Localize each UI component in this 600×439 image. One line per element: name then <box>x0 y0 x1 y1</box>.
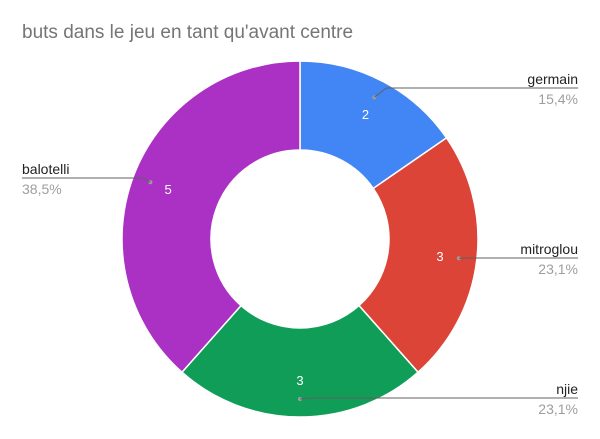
callout-line-germain <box>374 87 578 98</box>
slice-germain[interactable] <box>299 60 448 190</box>
callout-percent-balotelli: 38,5% <box>22 181 62 197</box>
callout-label-balotelli: balotelli <box>22 161 69 177</box>
callout-line-njie <box>299 397 578 400</box>
slice-value-njie: 3 <box>296 373 303 388</box>
slice-mitroglou[interactable] <box>357 136 479 374</box>
slice-njie[interactable] <box>180 304 420 418</box>
slice-value-balotelli: 5 <box>165 182 172 197</box>
slice-balotelli[interactable] <box>121 60 301 374</box>
callout-label-germain: germain <box>527 71 578 87</box>
callout-label-njie: njie <box>556 381 578 397</box>
callout-percent-germain: 15,4% <box>538 91 578 107</box>
callout-line-balotelli <box>22 177 151 183</box>
callout-percent-mitroglou: 23,1% <box>538 261 578 277</box>
chart-title: buts dans le jeu en tant qu'avant centre <box>22 22 354 43</box>
slice-value-mitroglou: 3 <box>436 249 443 264</box>
slice-value-germain: 2 <box>362 107 369 122</box>
callout-percent-njie: 23,1% <box>538 401 578 417</box>
callout-label-mitroglou: mitroglou <box>520 241 578 257</box>
